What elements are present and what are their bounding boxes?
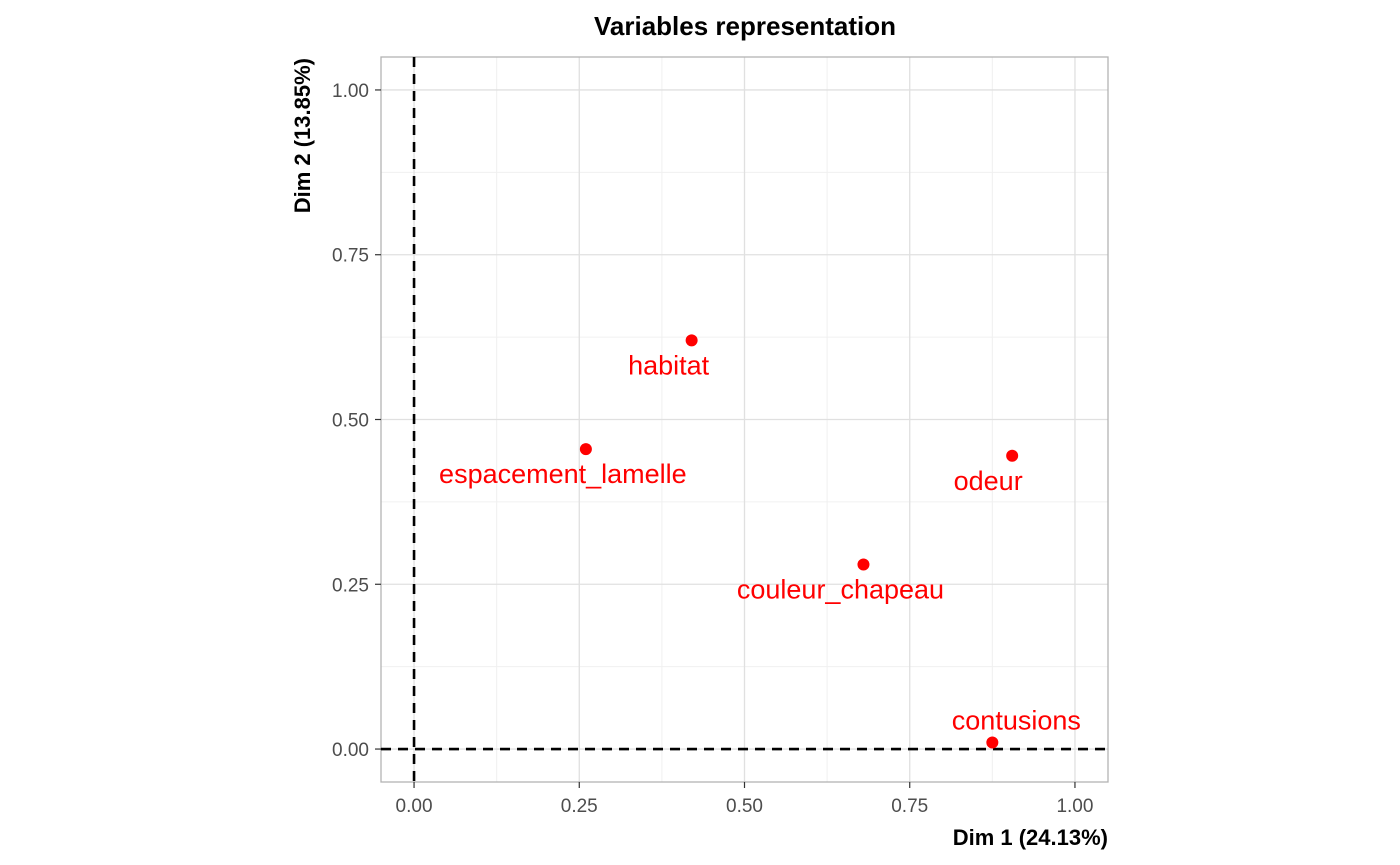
point-contusions [986, 736, 999, 749]
point-label-espacement_lamelle: espacement_lamelle [439, 459, 687, 489]
point-label-habitat: habitat [628, 350, 710, 380]
y-axis-title: Dim 2 (13.85%) [290, 58, 315, 213]
point-habitat [685, 334, 698, 347]
points [579, 334, 1019, 749]
x-axis-ticks: 0.00 0.25 0.50 0.75 1.00 [396, 782, 1093, 817]
point-espacement_lamelle [579, 443, 592, 456]
y-tick-label: 0.50 [332, 411, 369, 432]
y-tick-label: 0.75 [332, 246, 369, 267]
point-label-couleur_chapeau: couleur_chapeau [737, 575, 944, 605]
chart-title: Variables representation [594, 11, 896, 41]
x-tick-label: 0.50 [726, 796, 763, 817]
point-label-odeur: odeur [954, 466, 1023, 496]
x-tick-label: 0.00 [396, 796, 433, 817]
point-label-contusions: contusions [952, 705, 1081, 735]
point-labels: habitat espacement_lamelle odeur couleur_ch… [439, 350, 1081, 735]
point-couleur_chapeau [857, 558, 870, 571]
x-axis-title: Dim 1 (24.13%) [953, 825, 1108, 850]
y-tick-label: 0.25 [332, 575, 369, 596]
point-odeur [1006, 449, 1019, 462]
reference-lines [381, 57, 1108, 782]
x-tick-label: 0.25 [561, 796, 598, 817]
y-axis-ticks: 0.00 0.25 0.50 0.75 1.00 [332, 81, 381, 761]
y-tick-label: 1.00 [332, 81, 369, 102]
x-tick-label: 1.00 [1056, 796, 1093, 817]
y-tick-label: 0.00 [332, 740, 369, 761]
grid-major [381, 57, 1108, 782]
x-tick-label: 0.75 [891, 796, 928, 817]
